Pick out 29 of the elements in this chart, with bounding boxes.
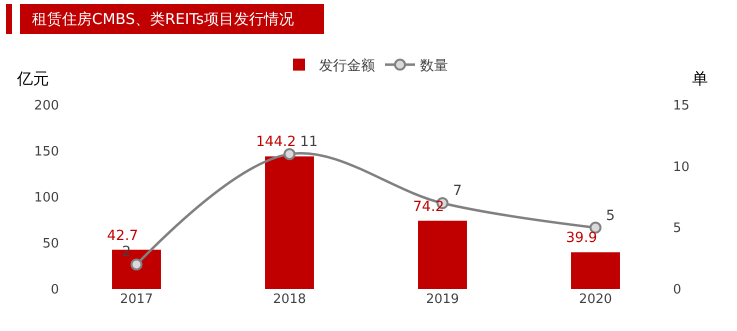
- y2-tick-label: 10: [673, 160, 690, 175]
- y2-tick-label: 0: [673, 282, 682, 298]
- y-axis-title: 亿元: [16, 69, 49, 88]
- point: [284, 148, 296, 160]
- data-label: 11: [300, 134, 318, 150]
- y-tick-label: 0: [50, 282, 59, 298]
- data-label: 39.9: [566, 230, 598, 246]
- x-tick-label: 2017: [120, 292, 154, 307]
- data-label: 42.7: [107, 228, 138, 244]
- y2-axis-title: 单: [692, 69, 708, 88]
- legend-label: 发行金额: [319, 58, 375, 74]
- y2-tick-label: 15: [673, 98, 690, 114]
- data-label: 144.2: [256, 134, 296, 150]
- y-tick-label: 150: [34, 144, 59, 160]
- data-label: 74.2: [413, 199, 444, 215]
- bar: [571, 252, 620, 289]
- chart-title: 租赁住房CMBS、类REITs项目发行情况: [20, 4, 324, 34]
- legend-label: 数量: [420, 58, 448, 74]
- bar: [418, 220, 467, 289]
- y-tick-label: 50: [42, 236, 59, 252]
- y-tick-label: 200: [34, 98, 59, 114]
- y-tick-label: 100: [34, 190, 59, 206]
- bar: [265, 156, 314, 289]
- x-tick-label: 2018: [272, 292, 306, 307]
- data-label: 7: [453, 183, 462, 199]
- y2-tick-label: 5: [673, 221, 682, 236]
- x-tick-label: 2020: [578, 292, 612, 307]
- x-tick-label: 2019: [426, 292, 460, 307]
- data-label: 5: [606, 208, 615, 224]
